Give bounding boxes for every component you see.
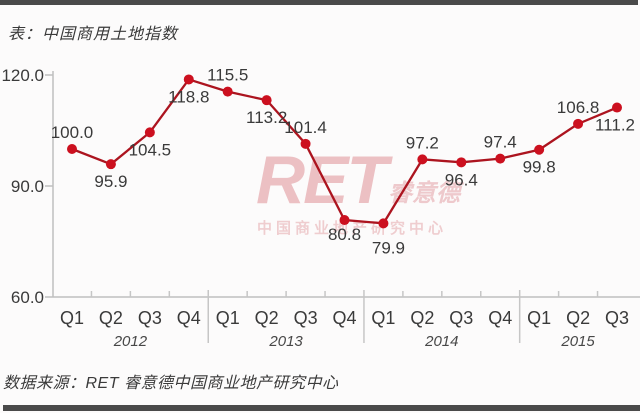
- data-point: [495, 153, 506, 164]
- value-label: 104.5: [129, 140, 172, 159]
- data-point: [456, 157, 467, 168]
- y-tick-label: 90.0: [11, 177, 44, 196]
- value-label: 106.8: [557, 98, 600, 117]
- watermark-subtitle: 中国商业地产研究中心: [257, 220, 448, 237]
- year-label: 2014: [424, 333, 458, 350]
- y-tick-label: 60.0: [11, 288, 44, 307]
- data-point: [417, 154, 428, 165]
- value-label: 99.8: [523, 158, 556, 177]
- year-label: 2012: [113, 333, 148, 350]
- quarter-label: Q2: [410, 308, 434, 328]
- data-point: [183, 74, 194, 85]
- data-point: [300, 138, 311, 149]
- data-point: [378, 218, 389, 229]
- data-point: [612, 102, 622, 113]
- data-source: 数据来源：RET 睿意德中国商业地产研究中心: [3, 375, 339, 392]
- top-border: [0, 0, 638, 5]
- value-label: 80.8: [328, 225, 361, 244]
- value-label: 96.4: [445, 170, 478, 189]
- quarter-label: Q1: [216, 308, 240, 328]
- data-point: [67, 144, 77, 154]
- data-point: [144, 127, 155, 138]
- quarter-label: Q2: [566, 308, 590, 328]
- value-label: 97.4: [484, 133, 517, 152]
- data-point: [573, 118, 584, 129]
- quarter-label: Q3: [449, 308, 473, 328]
- chart-title: 表：中国商用土地指数: [8, 26, 179, 43]
- value-label: 113.2: [246, 108, 287, 127]
- data-point: [534, 144, 545, 155]
- line-chart: 120.0 90.0 60.0 Q1 Q2 Q3 Q4 Q1 Q2 Q3 Q4 Q1 Q2 Q3 Q4 Q1 Q…: [1, 66, 640, 350]
- ret-logo-watermark: RET: [256, 142, 388, 218]
- quarter-label: Q4: [332, 308, 356, 328]
- quarter-label: Q4: [177, 308, 201, 328]
- bottom-border: [3, 405, 640, 411]
- value-label: 100.0: [51, 123, 94, 142]
- quarter-label: Q2: [255, 308, 279, 328]
- value-label: 79.9: [372, 238, 405, 257]
- value-label: 118.8: [168, 87, 209, 106]
- quarter-label: Q1: [60, 308, 84, 328]
- data-point: [222, 86, 233, 97]
- quarter-label: Q1: [527, 308, 551, 328]
- quarter-label: Q4: [488, 308, 512, 328]
- data-point: [339, 215, 350, 226]
- quarter-label: Q3: [294, 308, 318, 328]
- year-label: 2015: [560, 333, 595, 350]
- year-label: 2013: [268, 333, 303, 350]
- value-label: 101.4: [284, 118, 327, 137]
- quarter-label: Q3: [605, 308, 629, 328]
- value-label: 111.2: [595, 116, 635, 135]
- quarter-label: Q1: [371, 308, 395, 328]
- y-tick-label: 120.0: [1, 66, 44, 85]
- quarter-label: Q2: [99, 308, 123, 328]
- data-point: [261, 95, 272, 106]
- value-label: 97.2: [406, 133, 439, 152]
- quarter-label: Q3: [138, 308, 162, 328]
- data-point: [105, 159, 116, 170]
- value-label: 95.9: [94, 172, 127, 191]
- value-label: 115.5: [207, 66, 248, 85]
- ret-logo-chinese-watermark: 睿意德: [388, 180, 460, 207]
